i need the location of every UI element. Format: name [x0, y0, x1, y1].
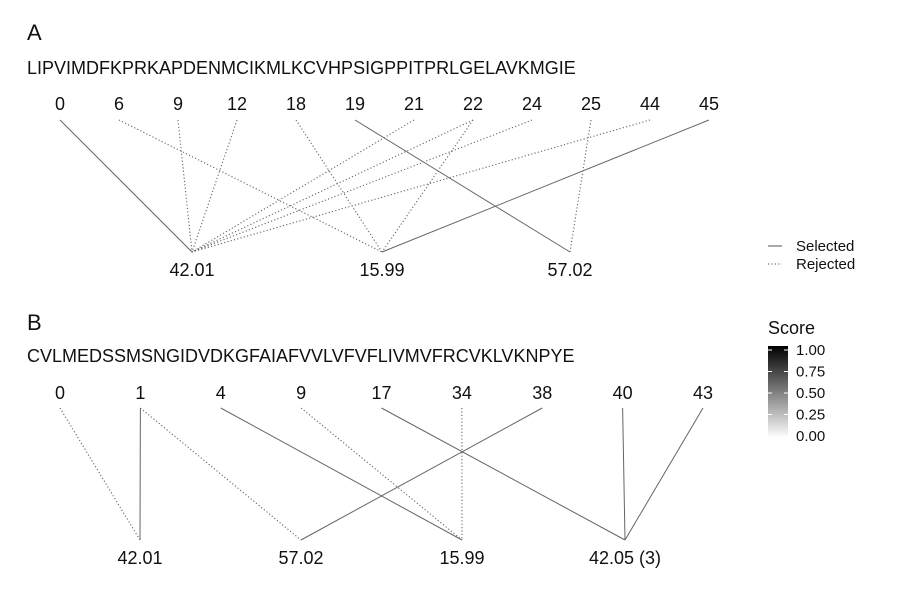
position-label: 19 — [345, 94, 365, 114]
link-selected-line — [59, 119, 193, 253]
link-rejected-line — [295, 119, 383, 253]
colorbar-tick-label: 0.50 — [796, 385, 825, 402]
position-label: 44 — [640, 94, 660, 114]
colorbar-ticks: 1.00 0.75 0.50 0.25 0.00 — [768, 342, 825, 445]
panel-b-plot: 0 1 4 9 17 34 38 40 43 42.01 57.02 15.99 42.05 (3) — [55, 383, 713, 568]
position-label: 6 — [114, 94, 124, 114]
position-label: 9 — [173, 94, 183, 114]
link-rejected-line — [381, 119, 474, 253]
link-selected-line — [381, 407, 626, 541]
link-rejected-line — [191, 119, 651, 253]
position-label: 0 — [55, 383, 65, 403]
position-label: 38 — [532, 383, 552, 403]
colorbar-tick-label: 0.00 — [796, 428, 825, 445]
link-selected-line — [381, 119, 710, 253]
position-label: 22 — [463, 94, 483, 114]
link-selected-line — [220, 407, 463, 541]
position-label: 0 — [55, 94, 65, 114]
position-label: 40 — [613, 383, 633, 403]
mass-label: 42.01 — [169, 260, 214, 280]
colorbar-gradient — [768, 346, 788, 438]
position-label: 43 — [693, 383, 713, 403]
link-rejected-line — [191, 119, 238, 253]
mass-label: 42.05 (3) — [589, 548, 661, 568]
score-colorbar-legend: Score 1.00 0.75 0.50 0.25 0.00 — [768, 318, 825, 445]
position-label: 34 — [452, 383, 472, 403]
sequence-b: CVLMEDSSMSNGIDVDKGFAIAFVVLVFVFLIVMVFRCVK… — [27, 346, 574, 366]
position-label: 1 — [135, 383, 145, 403]
mass-label: 15.99 — [359, 260, 404, 280]
colorbar-tick-label: 0.75 — [796, 364, 825, 381]
link-selected-line — [354, 119, 571, 253]
position-label: 25 — [581, 94, 601, 114]
mass-label: 42.01 — [117, 548, 162, 568]
colorbar-title: Score — [768, 318, 815, 338]
link-rejected-line — [191, 119, 415, 253]
position-label: 17 — [371, 383, 391, 403]
position-label: 21 — [404, 94, 424, 114]
link-selected-line — [622, 407, 626, 541]
colorbar-tick-label: 0.25 — [796, 407, 825, 424]
link-rejected-line — [59, 407, 141, 541]
position-label: 9 — [296, 383, 306, 403]
link-rejected-line — [118, 119, 383, 253]
legend-selected-label: Selected — [796, 238, 854, 255]
link-rejected-line — [191, 119, 474, 253]
mass-label: 57.02 — [278, 548, 323, 568]
colorbar-tick-label: 1.00 — [796, 342, 825, 359]
position-label: 12 — [227, 94, 247, 114]
sequence-a: LIPVIMDFKPRKAPDENMCIKMLKCVHPSIGPPITPRLGE… — [27, 58, 576, 78]
legend-rejected-label: Rejected — [796, 256, 855, 273]
position-label: 24 — [522, 94, 542, 114]
mass-label: 15.99 — [439, 548, 484, 568]
link-selected-line — [300, 407, 543, 541]
position-label: 4 — [216, 383, 226, 403]
link-selected-line — [624, 407, 704, 541]
position-label: 45 — [699, 94, 719, 114]
mass-label: 57.02 — [547, 260, 592, 280]
link-rejected-line — [177, 119, 193, 253]
panel-letter-b: B — [27, 310, 42, 335]
link-rejected-line — [300, 407, 463, 541]
link-rejected-line — [140, 407, 302, 541]
panel-a-plot: 0 6 9 12 18 19 21 22 24 25 44 45 42.01 15.99 57.02 — [55, 94, 719, 280]
link-rejected-line — [191, 119, 533, 253]
line-type-legend: Selected Rejected — [768, 238, 855, 273]
panel-letter-a: A — [27, 20, 42, 45]
position-label: 18 — [286, 94, 306, 114]
